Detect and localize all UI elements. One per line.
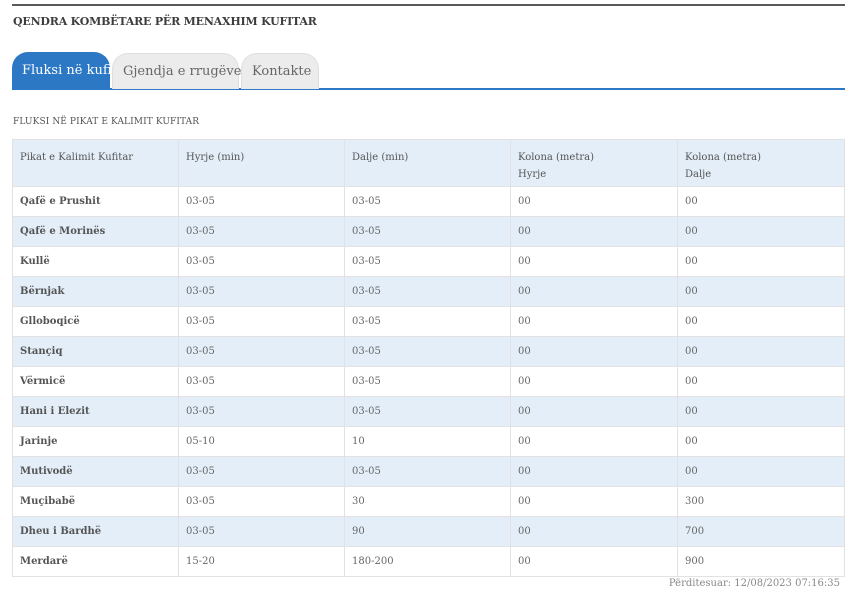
queue-exit: 00	[677, 246, 845, 277]
table-row: Bërnjak 03-05 03-05 00 00	[12, 276, 845, 307]
exit-minutes: 03-05	[344, 216, 511, 247]
exit-minutes: 03-05	[344, 186, 511, 217]
table-row: Kullë 03-05 03-05 00 00	[12, 246, 845, 277]
entry-minutes: 03-05	[178, 336, 345, 367]
queue-entry: 00	[510, 396, 678, 427]
exit-minutes: 180-200	[344, 546, 511, 577]
entry-minutes: 03-05	[178, 366, 345, 397]
table-row: Mutivodë 03-05 03-05 00 00	[12, 456, 845, 487]
entry-minutes: 03-05	[178, 486, 345, 517]
table-row: Glloboqicë 03-05 03-05 00 00	[12, 306, 845, 337]
exit-minutes: 03-05	[344, 276, 511, 307]
table-row: Vërmicë 03-05 03-05 00 00	[12, 366, 845, 397]
exit-minutes: 90	[344, 516, 511, 547]
exit-minutes: 03-05	[344, 336, 511, 367]
exit-minutes: 30	[344, 486, 511, 517]
crossing-name: Vërmicë	[12, 366, 179, 397]
queue-entry: 00	[510, 306, 678, 337]
queue-entry: 00	[510, 186, 678, 217]
queue-exit: 00	[677, 426, 845, 457]
queue-entry: 00	[510, 426, 678, 457]
column-header-queue-entry: Kolona (metra) Hyrje	[510, 139, 678, 187]
table-row: Dheu i Bardhë 03-05 90 00 700	[12, 516, 845, 547]
top-divider	[12, 4, 845, 6]
entry-minutes: 03-05	[178, 216, 345, 247]
tab-road-conditions[interactable]: Gjendja e rrugëve	[112, 53, 241, 89]
queue-exit: 00	[677, 456, 845, 487]
entry-minutes: 03-05	[178, 306, 345, 337]
table-header-row: Pikat e Kalimit Kufitar Hyrje (min) Dalj…	[12, 139, 845, 187]
entry-minutes: 03-05	[178, 276, 345, 307]
table-row: Jarinje 05-10 10 00 00	[12, 426, 845, 457]
queue-entry: 00	[510, 276, 678, 307]
crossing-name: Kullë	[12, 246, 179, 277]
queue-entry: 00	[510, 216, 678, 247]
queue-entry: 00	[510, 486, 678, 517]
crossing-name: Bërnjak	[12, 276, 179, 307]
queue-exit: 00	[677, 186, 845, 217]
queue-exit: 300	[677, 486, 845, 517]
queue-exit: 700	[677, 516, 845, 547]
queue-exit: 00	[677, 306, 845, 337]
column-header-exit-min: Dalje (min)	[344, 139, 511, 187]
crossing-name: Glloboqicë	[12, 306, 179, 337]
tab-border-flux[interactable]: Fluksi në kufi	[12, 52, 112, 89]
exit-minutes: 03-05	[344, 456, 511, 487]
queue-exit: 00	[677, 336, 845, 367]
exit-minutes: 03-05	[344, 396, 511, 427]
crossing-name: Qafë e Prushit	[12, 186, 179, 217]
crossing-name: Muçibabë	[12, 486, 179, 517]
table-row: Stançiq 03-05 03-05 00 00	[12, 336, 845, 367]
table-row: Qafë e Morinës 03-05 03-05 00 00	[12, 216, 845, 247]
entry-minutes: 03-05	[178, 396, 345, 427]
queue-exit: 00	[677, 216, 845, 247]
queue-entry: 00	[510, 516, 678, 547]
last-updated-timestamp: Përditesuar: 12/08/2023 07:16:35	[668, 578, 840, 589]
table-row: Merdarë 15-20 180-200 00 900	[12, 546, 845, 577]
queue-entry: 00	[510, 546, 678, 577]
queue-entry: 00	[510, 336, 678, 367]
tab-bar: Fluksi në kufi Gjendja e rrugëve Kontakt…	[12, 52, 845, 90]
exit-minutes: 03-05	[344, 366, 511, 397]
border-flux-table: Pikat e Kalimit Kufitar Hyrje (min) Dalj…	[12, 139, 845, 577]
column-header-queue-exit: Kolona (metra) Dalje	[677, 139, 845, 187]
queue-exit: 00	[677, 396, 845, 427]
entry-minutes: 03-05	[178, 246, 345, 277]
tab-contacts[interactable]: Kontakte	[241, 53, 319, 89]
crossing-name: Jarinje	[12, 426, 179, 457]
exit-minutes: 10	[344, 426, 511, 457]
table-row: Muçibabë 03-05 30 00 300	[12, 486, 845, 517]
crossing-name: Stançiq	[12, 336, 179, 367]
crossing-name: Dheu i Bardhë	[12, 516, 179, 547]
queue-entry: 00	[510, 246, 678, 277]
entry-minutes: 03-05	[178, 516, 345, 547]
crossing-name: Qafë e Morinës	[12, 216, 179, 247]
crossing-name: Hani i Elezit	[12, 396, 179, 427]
entry-minutes: 03-05	[178, 456, 345, 487]
queue-exit: 00	[677, 276, 845, 307]
table-row: Hani i Elezit 03-05 03-05 00 00	[12, 396, 845, 427]
queue-exit: 00	[677, 366, 845, 397]
crossing-name: Merdarë	[12, 546, 179, 577]
exit-minutes: 03-05	[344, 246, 511, 277]
column-header-crossing-point: Pikat e Kalimit Kufitar	[12, 139, 179, 187]
crossing-name: Mutivodë	[12, 456, 179, 487]
exit-minutes: 03-05	[344, 306, 511, 337]
column-header-entry-min: Hyrje (min)	[178, 139, 345, 187]
entry-minutes: 15-20	[178, 546, 345, 577]
table-row: Qafë e Prushit 03-05 03-05 00 00	[12, 186, 845, 217]
page-title: QENDRA KOMBËTARE PËR MENAXHIM KUFITAR	[13, 15, 317, 28]
queue-entry: 00	[510, 366, 678, 397]
entry-minutes: 05-10	[178, 426, 345, 457]
queue-exit: 900	[677, 546, 845, 577]
queue-entry: 00	[510, 456, 678, 487]
section-title: FLUKSI NË PIKAT E KALIMIT KUFITAR	[13, 117, 200, 127]
entry-minutes: 03-05	[178, 186, 345, 217]
